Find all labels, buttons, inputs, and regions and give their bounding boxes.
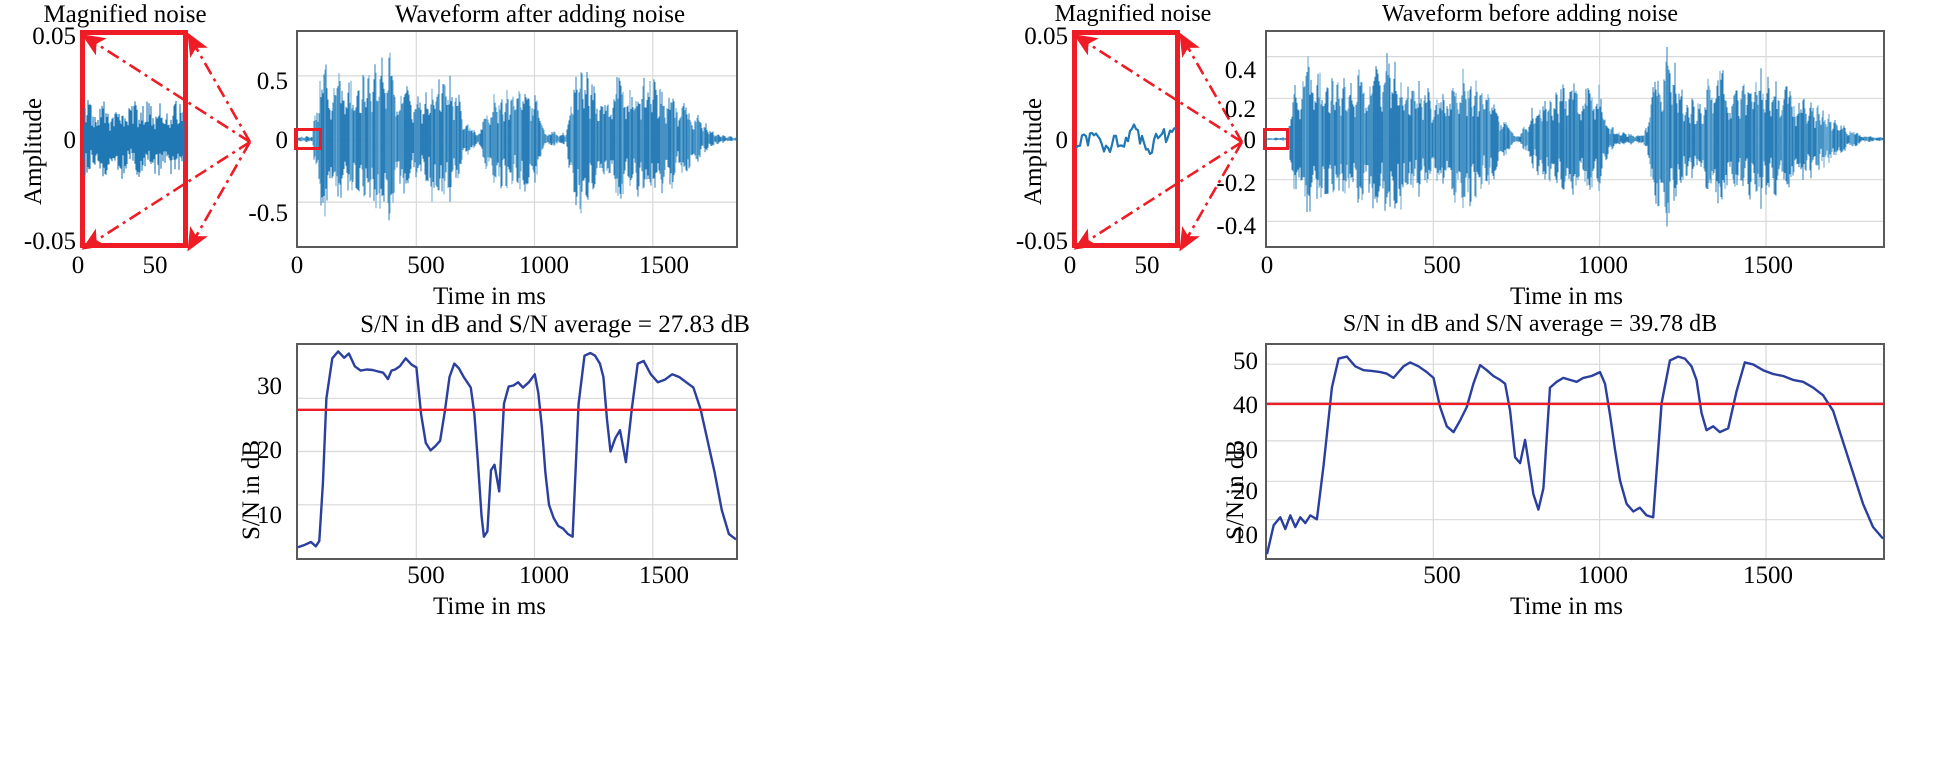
left-waveform-plot	[297, 32, 737, 246]
right-mag-xtick-50: 50	[1134, 252, 1160, 279]
right-waveform-plot	[1266, 32, 1884, 246]
left-wave-xtick-1500: 1500	[639, 252, 689, 279]
left-snr-ytick-20: 20	[257, 437, 282, 464]
left-mag-ytick-mid: 0	[63, 127, 77, 154]
right-snr-ytick-40: 40	[1233, 392, 1258, 419]
left-snr-xtick-1000: 1000	[519, 562, 569, 589]
right-snr-plot	[1265, 345, 1884, 558]
left-callout-arrows	[81, 32, 252, 252]
left-waveform-xlabel: Time in ms	[433, 283, 547, 310]
left-snr-xtick-500: 500	[407, 562, 445, 589]
left-wave-ytick-0: 0	[275, 127, 289, 154]
right-waveform-locator-box	[1263, 128, 1289, 150]
left-snr-ytick-10: 10	[257, 502, 282, 529]
left-mag-xtick-50: 50	[142, 252, 168, 279]
left-snr-xlabel: Time in ms	[433, 593, 547, 620]
left-wave-xtick-1000: 1000	[519, 252, 569, 279]
right-wave-ytick-02: 0.2	[1224, 96, 1256, 123]
right-wave-xtick-1000: 1000	[1578, 252, 1628, 279]
left-wave-ytick-m05: -0.5	[248, 200, 288, 227]
right-waveform-title: Waveform before adding noise	[1382, 1, 1678, 27]
right-snr-ytick-30: 30	[1233, 437, 1258, 464]
left-wave-xtick-500: 500	[407, 252, 445, 279]
left-mag-ytick-top: 0.05	[32, 23, 76, 50]
right-snr-ytick-50: 50	[1233, 348, 1258, 375]
left-magnified-frame	[80, 30, 188, 248]
right-magnified-title: Magnified noise	[1054, 1, 1212, 27]
right-wave-xtick-1500: 1500	[1743, 252, 1793, 279]
right-wave-ytick-m04: -0.4	[1216, 213, 1256, 240]
right-snr-title: S/N in dB and S/N average = 39.78 dB	[1342, 311, 1718, 337]
right-snr-ytick-10: 10	[1233, 522, 1258, 549]
right-snr-xtick-500: 500	[1423, 562, 1461, 589]
left-mag-ytick-bot: -0.05	[23, 228, 76, 255]
left-snr-plot	[297, 345, 737, 558]
left-magnified-title: Magnified noise	[43, 1, 207, 28]
right-wave-ytick-0: 0	[1243, 127, 1257, 154]
right-callout-arrows	[1073, 32, 1244, 252]
right-magnified-frame	[1072, 30, 1180, 248]
left-snr-xtick-1500: 1500	[639, 562, 689, 589]
right-wave-ytick-m02: -0.2	[1216, 170, 1256, 197]
right-wave-xtick-500: 500	[1423, 252, 1461, 279]
right-snr-xlabel: Time in ms	[1510, 593, 1624, 620]
right-mag-ytick-bot: -0.05	[1015, 228, 1068, 255]
left-waveform-title: Waveform after adding noise	[394, 1, 686, 28]
right-wave-ytick-04: 0.4	[1224, 57, 1256, 84]
right-waveform-xlabel: Time in ms	[1510, 283, 1624, 310]
left-snr-ytick-30: 30	[257, 373, 282, 400]
left-magnified-noise-plot	[83, 100, 185, 179]
right-snr-xtick-1500: 1500	[1743, 562, 1793, 589]
right-wave-xtick-0: 0	[1260, 252, 1274, 279]
left-mag-xtick-0: 0	[71, 252, 85, 279]
right-mag-ytick-top: 0.05	[1024, 23, 1068, 50]
right-snr-ytick-20: 20	[1233, 478, 1258, 505]
right-mag-ytick-mid: 0	[1055, 127, 1069, 154]
left-waveform-locator-box	[294, 128, 322, 150]
right-snr-axes	[1265, 343, 1885, 560]
right-mag-xtick-0: 0	[1063, 252, 1077, 279]
left-snr-title: S/N in dB and S/N average = 27.83 dB	[360, 311, 750, 338]
left-wave-ytick-05: 0.5	[256, 68, 288, 95]
left-wave-xtick-0: 0	[290, 252, 304, 279]
right-snr-xtick-1000: 1000	[1578, 562, 1628, 589]
right-magnified-noise-plot	[1075, 123, 1177, 155]
